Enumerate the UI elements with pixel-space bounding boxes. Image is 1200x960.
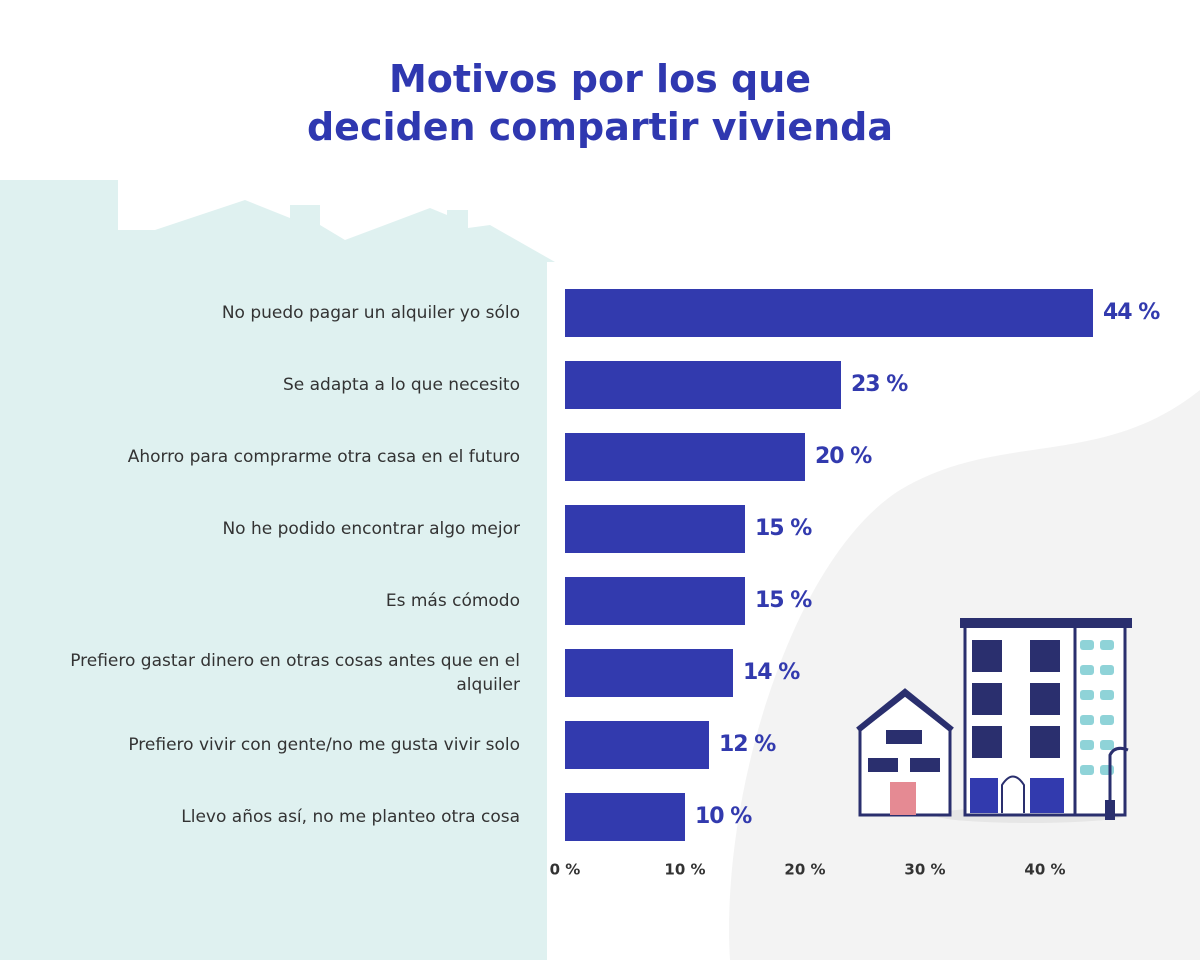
bar (565, 289, 1093, 337)
x-tick-label: 10 % (664, 861, 705, 879)
value-label: 15 % (755, 516, 812, 541)
background-panel (0, 180, 555, 960)
category-label: Llevo años así, no me planteo otra cosa (181, 807, 520, 827)
bar (565, 721, 709, 769)
category-label: Es más cómodo (385, 591, 520, 611)
x-tick-label: 20 % (784, 861, 825, 879)
x-tick-label: 0 % (550, 861, 581, 879)
category-label: Prefiero gastar dinero en otras cosas an… (70, 651, 520, 695)
category-label: Prefiero vivir con gente/no me gusta viv… (128, 735, 520, 755)
value-label: 15 % (755, 588, 812, 613)
bar (565, 577, 745, 625)
building-illustration (856, 618, 1132, 823)
category-label: No puedo pagar un alquiler yo sólo (221, 303, 520, 323)
value-label: 44 % (1103, 300, 1160, 325)
value-label: 12 % (719, 732, 776, 757)
chart-title: Motivos por los que deciden compartir vi… (306, 57, 893, 149)
bar (565, 361, 841, 409)
value-label: 10 % (695, 804, 752, 829)
x-tick-label: 30 % (904, 861, 945, 879)
category-label: No he podido encontrar algo mejor (222, 519, 520, 539)
bar (565, 505, 745, 553)
category-label: Se adapta a lo que necesito (282, 375, 520, 395)
value-label: 20 % (815, 444, 872, 469)
value-label: 14 % (743, 660, 800, 685)
bar (565, 793, 685, 841)
value-label: 23 % (851, 372, 908, 397)
bar (565, 433, 805, 481)
category-label: Ahorro para comprarme otra casa en el fu… (127, 447, 520, 467)
x-tick-label: 40 % (1024, 861, 1065, 879)
bar (565, 649, 733, 697)
